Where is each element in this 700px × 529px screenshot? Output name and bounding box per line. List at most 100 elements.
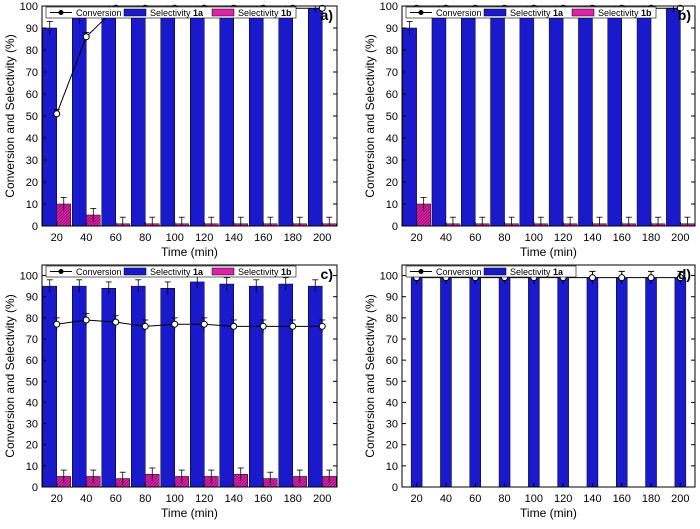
y-tick-label: 60	[386, 355, 398, 367]
hatch-1b-180	[292, 476, 302, 486]
legend-label: Selectivity 1b	[238, 8, 292, 18]
hatch-1b-20	[56, 207, 71, 223]
hatch-1b-40	[86, 476, 93, 483]
hatch-1b-80	[153, 481, 160, 488]
x-axis-title: Time (min)	[520, 245, 577, 259]
point-conversion-140	[588, 274, 596, 282]
hatch-1b-20	[416, 203, 420, 208]
hatch-1b-200	[322, 476, 326, 480]
hatch-1b-40	[90, 215, 101, 227]
hatch-1b-60	[122, 479, 130, 488]
chart-panel-4: 0 10 20 30 40 50 60 70 80 90 100 20 40 60 80 100 120 140 1…	[363, 264, 696, 520]
hatch-1b-160	[269, 479, 278, 488]
hatch-1b-40	[86, 214, 90, 219]
panel-label: b)	[678, 7, 691, 23]
panel-label: a)	[321, 7, 333, 23]
hatch-1b-20	[416, 203, 429, 217]
y-tick-label: 50	[26, 376, 38, 388]
x-tick-label: 140	[583, 493, 601, 505]
legend-swatch-bar1a	[123, 8, 147, 17]
point-conversion-160	[259, 322, 267, 330]
hatch-1b-20	[418, 213, 431, 227]
hatch-1b-140	[233, 474, 243, 484]
y-tick-label: 80	[386, 313, 398, 325]
hatch-1b-40	[96, 221, 101, 227]
conversion-line	[56, 319, 323, 327]
y-tick-label: 40	[386, 133, 398, 145]
legend-label-compound: 1a	[193, 267, 204, 277]
bar-1a-60	[461, 7, 476, 227]
plot-frame	[401, 264, 696, 488]
y-tick-label: 30	[26, 155, 38, 167]
y-tick-label: 0	[32, 482, 38, 494]
hatch-1b-180	[299, 480, 307, 488]
bar-1a-20	[410, 277, 423, 488]
legend-swatch-bar1a	[483, 267, 507, 276]
hatch-1b-140	[241, 481, 248, 488]
x-tick-label: 100	[166, 493, 184, 505]
legend-swatch-bar1a	[123, 267, 147, 276]
legend-label-compound: 1b	[641, 8, 652, 18]
x-tick-label: 20	[51, 232, 63, 244]
legend-label-compound: 1b	[281, 8, 292, 18]
y-tick-label: 30	[26, 419, 38, 431]
hatch-1b-20	[56, 476, 66, 486]
x-tick-label: 40	[440, 493, 452, 505]
x-tick-label: 40	[80, 232, 92, 244]
bar-1a-80	[131, 285, 146, 488]
bar-1a-20	[402, 27, 417, 227]
legend-swatch-bar1a	[483, 8, 507, 17]
x-tick-label: 160	[613, 493, 631, 505]
hatch-1b-20	[56, 204, 71, 220]
legend-label-text: Selectivity	[150, 8, 193, 18]
legend-label-compound: 1a	[553, 267, 564, 277]
y-tick-label: 20	[386, 177, 398, 189]
hatch-1b-100	[178, 477, 189, 488]
bar-1a-20	[42, 285, 57, 488]
legend-label-text: Selectivity	[510, 8, 553, 18]
legend-label-compound: 1a	[193, 8, 204, 18]
bar-1a-200	[666, 7, 681, 227]
hatch-1b-40	[93, 218, 101, 227]
y-axis-title: Conversion and Selectivity (%)	[3, 294, 17, 457]
panel-label: c)	[321, 266, 333, 282]
x-tick-label: 160	[254, 232, 272, 244]
legend-label-compound: 1b	[281, 267, 292, 277]
legend-swatch-bar1b	[211, 8, 235, 17]
y-tick-label: 40	[386, 397, 398, 409]
x-tick-label: 160	[254, 493, 272, 505]
hatch-1b-200	[322, 476, 332, 486]
y-tick-label: 90	[386, 23, 398, 35]
hatch-1b-20	[56, 203, 63, 211]
x-tick-label: 40	[80, 493, 92, 505]
hatch-1b-20	[56, 203, 66, 214]
panel-label: d)	[678, 266, 691, 282]
x-tick-label: 140	[225, 493, 243, 505]
hatch-1b-40	[96, 483, 101, 488]
bar-1a-40	[72, 16, 87, 227]
y-tick-label: 70	[386, 334, 398, 346]
legend-label-compound: 1a	[553, 8, 564, 18]
bar-1a-120	[190, 7, 205, 227]
x-axis-title: Time (min)	[161, 506, 218, 520]
hatch-1b-20	[416, 203, 423, 211]
x-tick-label: 20	[411, 232, 423, 244]
hatch-1b-20	[66, 483, 71, 488]
x-axis-title: Time (min)	[161, 245, 218, 259]
legend-label-text: Selectivity	[598, 8, 641, 18]
bar-1a-140	[578, 7, 593, 227]
hatch-1b-20	[63, 480, 71, 488]
x-tick-label: 180	[642, 232, 660, 244]
bar-1a-140	[586, 277, 599, 488]
bar-1a-40	[72, 285, 87, 488]
y-tick-label: 20	[26, 440, 38, 452]
y-axis-title: Conversion and Selectivity (%)	[363, 294, 377, 457]
bar-1a-180	[278, 283, 293, 488]
x-tick-label: 120	[554, 232, 572, 244]
hatch-1b-100	[181, 480, 189, 488]
y-tick-label: 80	[386, 45, 398, 57]
legend-box	[45, 6, 297, 19]
hatch-1b-100	[174, 476, 184, 486]
bar-1a-80	[498, 277, 511, 488]
